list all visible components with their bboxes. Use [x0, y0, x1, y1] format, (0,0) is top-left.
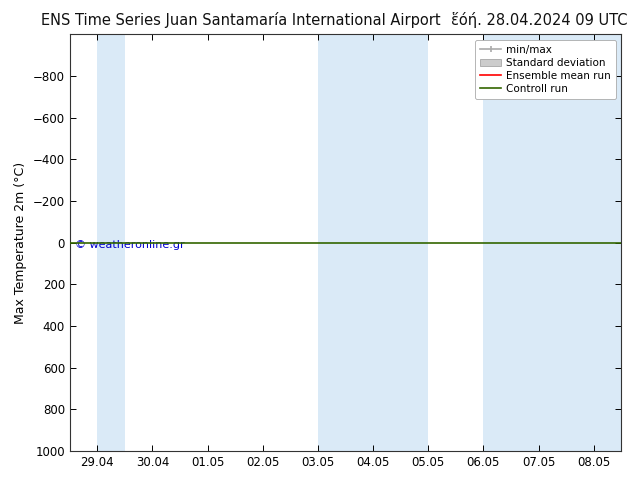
Text: © weatheronline.gr: © weatheronline.gr [75, 241, 185, 250]
Bar [318, 34, 428, 451]
Bar [483, 34, 621, 451]
Legend: min/max, Standard deviation, Ensemble mean run, Controll run: min/max, Standard deviation, Ensemble me… [475, 40, 616, 99]
Y-axis label: Max Temperature 2m (°C): Max Temperature 2m (°C) [14, 162, 27, 323]
Text: ENS Time Series Juan Santamaría International Airport: ENS Time Series Juan Santamaría Internat… [41, 12, 441, 28]
Bar [97, 34, 125, 451]
Text: ἕόή. 28.04.2024 09 UTC: ἕόή. 28.04.2024 09 UTC [451, 12, 627, 28]
